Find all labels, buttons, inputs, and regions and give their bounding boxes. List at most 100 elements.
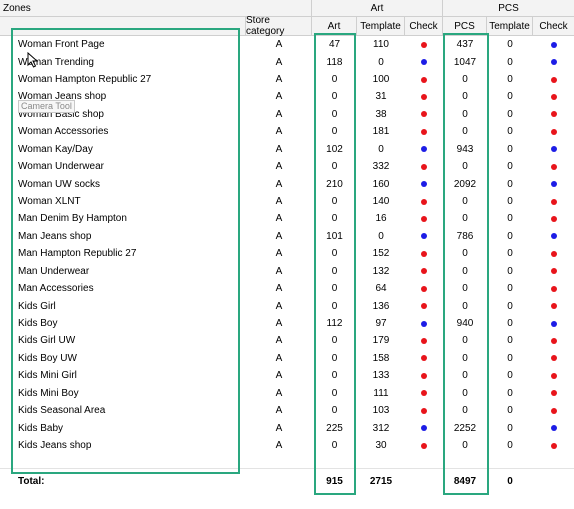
table-row[interactable]: Woman UW socks A 210 160 2092 0 — [0, 175, 574, 192]
store-category-cell: A — [275, 440, 283, 452]
pcs-check-cell — [533, 88, 574, 105]
pcs-cell: 0 — [462, 352, 468, 364]
status-dot-icon — [421, 390, 427, 397]
header-pcs-template[interactable]: Template — [487, 17, 533, 35]
art-check-cell — [405, 53, 443, 70]
zone-cell: Kids Girl UW — [18, 335, 76, 347]
art-template-cell: 97 — [375, 318, 387, 330]
store-category-cell: A — [275, 39, 283, 51]
status-dot-icon — [550, 41, 557, 48]
art-check-cell — [405, 402, 443, 419]
pcs-check-cell — [533, 123, 574, 140]
art-template-cell: 160 — [372, 178, 390, 190]
pcs-template-cell: 0 — [507, 318, 513, 330]
store-category-cell: A — [275, 318, 283, 330]
header-group-row: Zones Art PCS — [0, 0, 574, 17]
zone-cell: Woman Kay/Day — [18, 143, 93, 155]
status-dot-icon — [421, 163, 427, 170]
art-check-cell — [405, 297, 443, 314]
header-zones[interactable]: Zones — [0, 0, 312, 16]
pcs-check-cell — [533, 193, 574, 210]
art-check-cell — [405, 210, 443, 227]
table-row[interactable]: Kids Boy A 112 97 940 0 — [0, 315, 574, 332]
status-dot-icon — [550, 407, 557, 414]
table-row[interactable]: Woman Kay/Day A 102 0 943 0 — [0, 141, 574, 158]
table-row[interactable]: Woman Basic shop A 0 38 0 0 — [0, 106, 574, 123]
status-dot-icon — [421, 250, 427, 257]
header-art-template[interactable]: Template — [357, 17, 405, 35]
pcs-cell: 1047 — [453, 56, 477, 68]
zone-cell: Kids Boy UW — [18, 352, 77, 364]
header-store-category[interactable]: Store category — [246, 15, 312, 37]
pcs-cell: 940 — [456, 318, 474, 330]
art-cell: 118 — [326, 56, 343, 68]
table-row[interactable]: Woman Accessories A 0 181 0 0 — [0, 123, 574, 140]
art-template-cell: 0 — [378, 56, 384, 68]
table-row[interactable]: Kids Baby A 225 312 2252 0 — [0, 419, 574, 436]
store-category-cell: A — [275, 352, 283, 364]
table-row[interactable]: Man Denim By Hampton A 0 16 0 0 — [0, 210, 574, 227]
header-column-row: Store category Art Template Check PCS Te… — [0, 15, 574, 37]
table-row[interactable]: Woman Hampton Republic 27 A 0 100 0 0 — [0, 71, 574, 88]
status-dot-icon — [550, 372, 557, 379]
table-row[interactable]: Kids Mini Girl A 0 133 0 0 — [0, 367, 574, 384]
table-row[interactable]: Kids Mini Boy A 0 111 0 0 — [0, 385, 574, 402]
status-dot-icon — [421, 146, 427, 153]
table-row[interactable]: Man Accessories A 0 64 0 0 — [0, 280, 574, 297]
art-template-cell: 16 — [375, 213, 387, 225]
art-template-cell: 0 — [378, 230, 384, 242]
table-row[interactable]: Kids Girl UW A 0 179 0 0 — [0, 332, 574, 349]
status-dot-icon — [421, 372, 427, 379]
art-cell: 0 — [331, 405, 338, 417]
art-check-cell — [405, 332, 443, 349]
pcs-check-cell — [533, 437, 574, 454]
table-row[interactable]: Man Hampton Republic 27 A 0 152 0 0 — [0, 245, 574, 262]
status-dot-icon — [421, 93, 427, 100]
zone-cell: Woman Hampton Republic 27 — [18, 74, 152, 86]
table-row[interactable]: Woman Front Page A 47 110 437 0 — [0, 36, 574, 53]
table-row[interactable]: Man Jeans shop A 101 0 786 0 — [0, 228, 574, 245]
pcs-template-cell: 0 — [507, 126, 513, 138]
table-row[interactable]: Woman Underwear A 0 332 0 0 — [0, 158, 574, 175]
table-row[interactable]: Kids Girl A 0 136 0 0 — [0, 297, 574, 314]
table-row[interactable]: Woman XLNT A 0 140 0 0 — [0, 193, 574, 210]
pcs-template-cell: 0 — [507, 422, 513, 434]
status-dot-icon — [421, 111, 427, 118]
art-check-cell — [405, 437, 443, 454]
art-check-cell — [405, 123, 443, 140]
art-check-cell — [405, 245, 443, 262]
status-dot-icon — [550, 128, 557, 135]
status-dot-icon — [421, 337, 427, 344]
art-cell: 0 — [331, 352, 338, 364]
zone-cell: Woman Jeans shop — [18, 91, 107, 103]
header-pcs-check[interactable]: Check — [539, 20, 568, 32]
table-row[interactable]: Kids Boy UW A 0 158 0 0 — [0, 350, 574, 367]
store-category-cell: A — [275, 161, 283, 173]
status-dot-icon — [550, 355, 557, 362]
art-check-cell — [405, 419, 443, 436]
pcs-check-cell — [533, 315, 574, 332]
art-template-cell: 30 — [375, 440, 387, 452]
header-art-check[interactable]: Check — [405, 17, 443, 35]
pcs-check-cell — [533, 158, 574, 175]
header-art[interactable]: Art — [312, 17, 357, 35]
art-check-cell — [405, 141, 443, 158]
status-dot-icon — [421, 407, 427, 414]
table-row[interactable]: Woman Jeans shop A 0 31 0 0 — [0, 88, 574, 105]
table-row[interactable]: Kids Seasonal Area A 0 103 0 0 — [0, 402, 574, 419]
status-dot-icon — [421, 425, 427, 432]
pcs-check-cell — [533, 106, 574, 123]
pcs-template-cell: 0 — [507, 283, 513, 295]
art-template-cell: 110 — [373, 39, 389, 51]
art-cell: 0 — [331, 370, 338, 382]
header-pcs[interactable]: PCS — [443, 17, 487, 35]
art-cell: 0 — [331, 300, 338, 312]
store-category-cell: A — [275, 335, 283, 347]
total-separator — [0, 468, 574, 469]
table-row[interactable]: Man Underwear A 0 132 0 0 — [0, 263, 574, 280]
pcs-template-cell: 0 — [507, 300, 513, 312]
table-row[interactable]: Woman Trending A 118 0 1047 0 — [0, 53, 574, 70]
table-row[interactable]: Kids Jeans shop A 0 30 0 0 — [0, 437, 574, 454]
store-category-cell: A — [275, 283, 283, 295]
art-template-cell: 158 — [372, 352, 390, 364]
